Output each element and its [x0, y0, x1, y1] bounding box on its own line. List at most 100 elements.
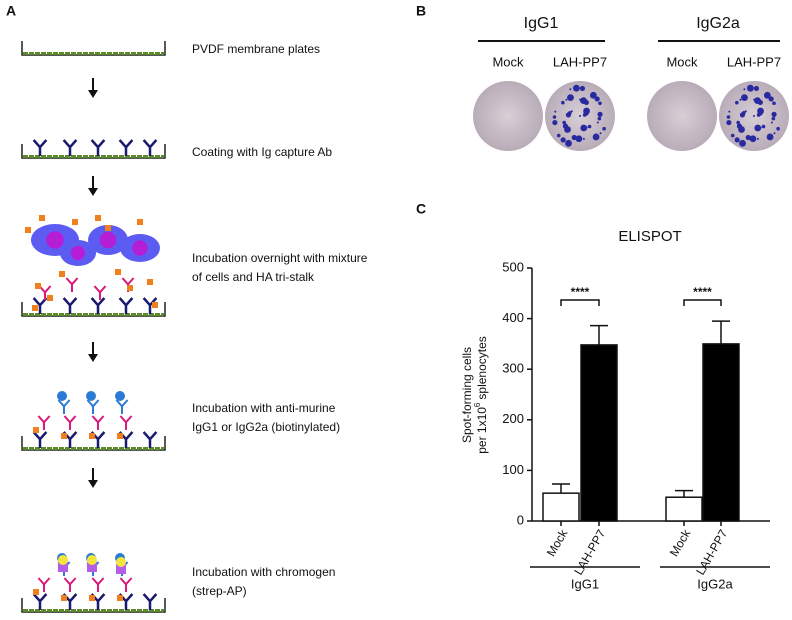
spot	[768, 96, 774, 102]
group-title: IgG2a	[696, 15, 740, 32]
step-text: Coating with Ig capture Ab	[192, 145, 332, 159]
spot	[598, 101, 602, 106]
antigen	[137, 219, 143, 225]
chart-title: ELISPOT	[618, 228, 681, 245]
antibody	[119, 415, 133, 430]
spot	[579, 115, 581, 117]
well-label: LAH-PP7	[727, 54, 781, 69]
antigen	[72, 219, 78, 225]
antigen	[32, 305, 38, 311]
spot	[773, 132, 776, 135]
antigen	[147, 279, 153, 285]
spot	[579, 98, 582, 101]
nucleus	[46, 231, 64, 249]
spot	[580, 124, 588, 132]
x-tick-label: Mock	[544, 526, 571, 559]
spot	[560, 137, 566, 143]
nucleus	[99, 231, 117, 249]
streptavidin	[116, 564, 126, 574]
spot	[580, 97, 587, 105]
spot	[730, 133, 735, 138]
spot	[772, 101, 776, 106]
spot	[753, 85, 760, 92]
biotin	[86, 391, 96, 401]
spot	[741, 94, 748, 102]
spot	[567, 94, 574, 102]
antigen	[117, 595, 123, 601]
bar	[542, 492, 580, 522]
spot	[569, 88, 572, 91]
spot	[739, 112, 746, 118]
antigen	[105, 225, 111, 231]
spot	[565, 139, 572, 147]
antigen	[35, 283, 41, 289]
panel-label: A	[6, 3, 16, 19]
spot	[596, 121, 599, 124]
spot	[562, 120, 566, 125]
spot	[597, 111, 603, 117]
antigen	[39, 215, 45, 221]
y-axis-label: Spot-forming cellsper 1x106 splenocytes	[460, 336, 489, 454]
spot	[749, 135, 757, 143]
antigen	[25, 227, 31, 233]
antibody	[93, 285, 107, 300]
arrow-head	[88, 480, 98, 488]
spot	[743, 88, 746, 91]
antigen	[95, 215, 101, 221]
x-tick-label: LAH-PP7	[571, 527, 608, 578]
antigen	[33, 427, 39, 433]
chromogen	[58, 555, 68, 565]
spot	[587, 124, 592, 129]
antibody	[142, 297, 158, 314]
streptavidin	[87, 562, 97, 572]
spot	[753, 115, 755, 117]
antibody	[32, 593, 48, 610]
spot	[763, 91, 771, 99]
antibody	[118, 139, 134, 156]
spot	[756, 137, 759, 140]
antibody	[32, 431, 48, 448]
antibody	[37, 577, 51, 592]
bar	[702, 343, 740, 522]
step-text: IgG1 or IgG2a (biotinylated)	[192, 420, 340, 434]
spot	[726, 115, 731, 119]
panel-label: C	[416, 201, 426, 217]
spot	[761, 124, 766, 129]
spot	[561, 100, 565, 105]
spot	[739, 139, 746, 147]
spot	[594, 96, 600, 102]
well-label: LAH-PP7	[553, 54, 607, 69]
bar	[665, 496, 703, 522]
step-text: PVDF membrane plates	[192, 42, 320, 56]
spot	[770, 121, 773, 124]
antibody	[62, 297, 78, 314]
panel-label: B	[416, 3, 426, 19]
spot	[745, 134, 751, 141]
spot	[766, 133, 774, 141]
spot	[571, 134, 577, 141]
antibody	[86, 399, 100, 414]
spot	[738, 126, 745, 133]
spot	[734, 137, 740, 143]
antibody	[118, 297, 134, 314]
spot	[735, 100, 739, 105]
spot	[747, 84, 754, 92]
spot	[552, 119, 558, 126]
spot	[579, 85, 586, 92]
y-tick-label: 200	[502, 411, 524, 426]
y-tick-label: 0	[517, 512, 524, 527]
spot	[573, 84, 580, 92]
spot	[739, 98, 742, 101]
x-tick-label: LAH-PP7	[693, 527, 730, 578]
step-text: Incubation with anti-murine	[192, 401, 336, 415]
nucleus	[70, 245, 86, 261]
spot	[726, 119, 732, 126]
arrow-head	[88, 354, 98, 362]
antibody	[90, 139, 106, 156]
spot	[592, 133, 600, 141]
y-tick-label: 300	[502, 361, 524, 376]
antigen	[117, 433, 123, 439]
y-label-line: per 1x10	[475, 407, 489, 454]
group-label: IgG2a	[697, 576, 733, 591]
antigen	[59, 271, 65, 277]
